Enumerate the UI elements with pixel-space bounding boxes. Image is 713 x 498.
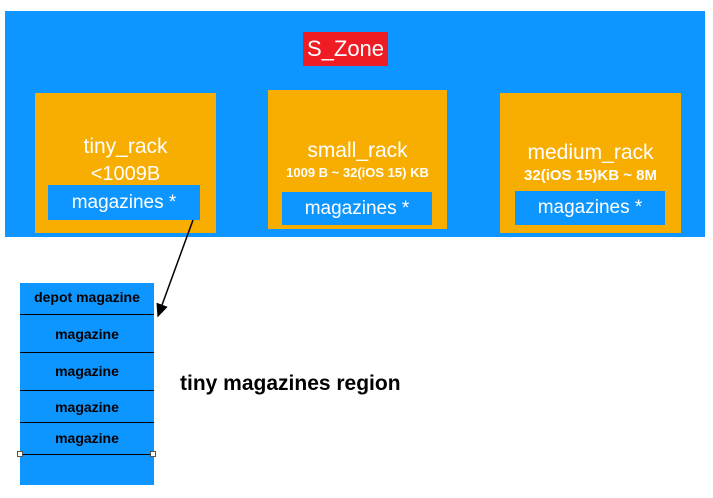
selection-handle-left[interactable] <box>17 451 23 457</box>
slot-divider <box>20 422 154 423</box>
tiny-rack-name: tiny_rack <box>83 135 168 158</box>
magazine-slot: magazine <box>55 363 119 379</box>
tiny-magazines-region-block <box>20 283 154 485</box>
magazine-slot: magazine <box>55 399 119 415</box>
medium-rack-magazines: magazines * <box>515 191 665 225</box>
region-label: tiny magazines region <box>180 372 401 395</box>
small-rack-range: 1009 B ~ 32(iOS 15) KB <box>286 165 429 180</box>
small-rack-name: small_rack <box>307 139 408 162</box>
selection-handle-right[interactable] <box>150 451 156 457</box>
depot-magazine-slot: depot magazine <box>34 289 140 305</box>
slot-divider <box>20 390 154 391</box>
selected-slot-divider[interactable] <box>20 454 154 455</box>
tiny-rack-magazines: magazines * <box>48 185 200 220</box>
slot-divider <box>20 352 154 353</box>
slot-divider <box>20 314 154 315</box>
tiny-rack-range: <1009B <box>90 163 161 185</box>
s-zone-title: S_Zone <box>303 32 388 66</box>
magazine-slot: magazine <box>55 430 119 446</box>
small-rack-magazines: magazines * <box>282 192 432 225</box>
medium-rack-name: medium_rack <box>527 141 654 164</box>
magazine-slot: magazine <box>55 326 119 342</box>
medium-rack-range: 32(iOS 15)KB ~ 8M <box>524 167 657 184</box>
